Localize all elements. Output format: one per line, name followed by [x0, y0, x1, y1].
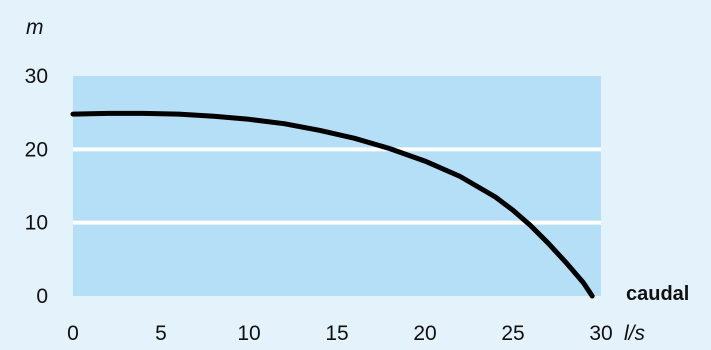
x-tick-label: 10 — [237, 322, 260, 345]
y-tick-label: 0 — [36, 285, 48, 308]
x-tick-label: 5 — [155, 322, 167, 345]
x-tick-label: 25 — [501, 322, 524, 345]
x-axis-ticks: 0 5 10 15 20 25 30 — [67, 322, 613, 345]
plot-area — [73, 76, 601, 296]
x-tick-label: 20 — [413, 322, 436, 345]
x-axis-label: caudal — [626, 283, 689, 305]
grid-lines — [73, 147, 601, 225]
y-tick-label: 30 — [25, 65, 48, 88]
x-tick-label: 15 — [325, 322, 348, 345]
x-tick-label: 0 — [67, 322, 79, 345]
y-unit-label: m — [26, 16, 44, 39]
y-tick-label: 20 — [25, 138, 48, 161]
y-axis-ticks: 0 10 20 30 — [25, 65, 48, 308]
x-tick-label: 30 — [589, 322, 612, 345]
series-line — [70, 110, 595, 299]
y-tick-label: 10 — [25, 212, 48, 235]
x-unit-label: l/s — [624, 322, 646, 345]
